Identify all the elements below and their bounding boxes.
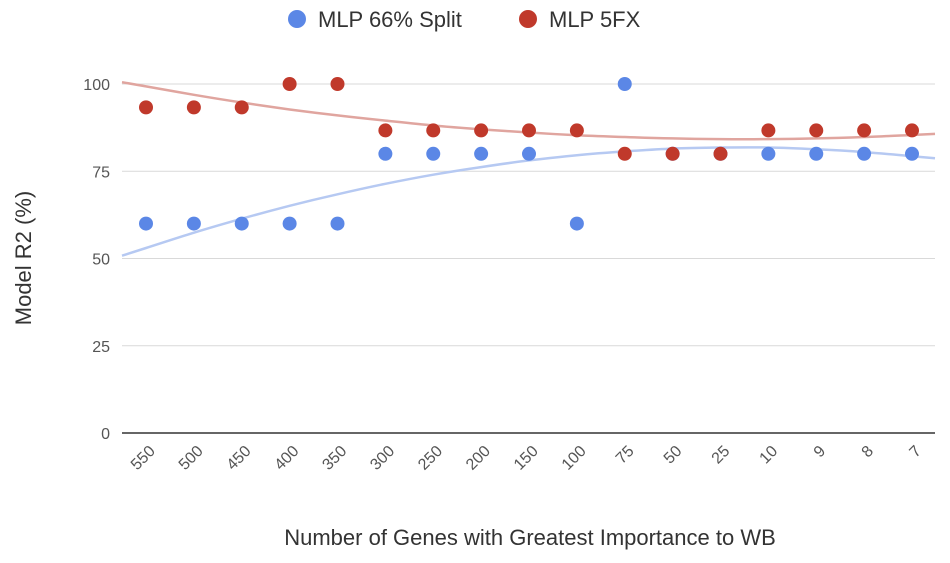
x-tick-label-7: 7 <box>907 443 925 461</box>
point-mlp-5fx-200 <box>474 123 489 138</box>
point-mlp-66-split-10 <box>761 146 776 161</box>
x-tick-label-450: 450 <box>224 443 255 474</box>
x-tick-label-500: 500 <box>176 443 207 474</box>
point-mlp-66-split-200 <box>474 146 489 161</box>
point-mlp-5fx-550 <box>139 100 153 115</box>
x-axis-ticks: 550 500 450 400 350 300 250 200 150 100 75 50 25 10 9 8… <box>128 443 925 474</box>
point-mlp-66-split-550 <box>139 216 153 231</box>
y-tick-label-75: 75 <box>92 164 110 181</box>
point-mlp-5fx-7 <box>905 123 919 138</box>
y-tick-label-25: 25 <box>92 339 110 356</box>
legend-label-mlp-5fx: MLP 5FX <box>549 7 641 32</box>
x-tick-label-50: 50 <box>661 443 686 468</box>
point-mlp-66-split-8 <box>857 146 872 161</box>
point-mlp-66-split-350 <box>330 216 345 231</box>
y-tick-label-100: 100 <box>83 77 110 94</box>
legend: MLP 66% Split MLP 5FX <box>288 7 641 32</box>
legend-label-mlp-66-split: MLP 66% Split <box>318 7 462 32</box>
x-tick-label-250: 250 <box>415 443 446 474</box>
point-mlp-66-split-7 <box>905 146 919 161</box>
x-tick-label-9: 9 <box>811 443 829 461</box>
x-tick-label-100: 100 <box>559 443 590 474</box>
point-mlp-5fx-8 <box>857 123 872 138</box>
x-tick-label-550: 550 <box>128 443 159 474</box>
trendline-mlp-66-split <box>121 146 936 257</box>
x-tick-label-200: 200 <box>463 443 494 474</box>
x-tick-label-25: 25 <box>709 443 734 468</box>
x-tick-label-400: 400 <box>272 443 303 474</box>
gridlines <box>122 83 935 347</box>
legend-marker-mlp-66-split <box>288 10 306 28</box>
y-tick-label-50: 50 <box>92 252 110 269</box>
point-mlp-5fx-350 <box>330 77 345 91</box>
y-axis-ticks: 0 25 50 75 100 <box>83 77 110 443</box>
y-axis-title: Model R2 (%) <box>11 191 36 325</box>
point-mlp-5fx-75 <box>617 146 632 161</box>
point-mlp-66-split-250 <box>426 146 441 161</box>
point-mlp-5fx-50 <box>665 146 680 161</box>
x-axis-title: Number of Genes with Greatest Importance… <box>284 525 776 550</box>
point-mlp-66-split-500 <box>186 216 201 231</box>
x-tick-label-10: 10 <box>757 443 782 468</box>
point-mlp-5fx-400 <box>282 77 297 91</box>
point-mlp-66-split-100 <box>569 216 584 231</box>
x-tick-label-150: 150 <box>511 443 542 474</box>
point-mlp-66-split-400 <box>282 216 297 231</box>
legend-marker-mlp-5fx <box>519 10 537 28</box>
data-points <box>139 77 919 231</box>
point-mlp-66-split-9 <box>809 146 824 161</box>
point-mlp-5fx-100 <box>569 123 584 138</box>
x-tick-label-8: 8 <box>859 443 877 461</box>
x-tick-label-300: 300 <box>367 443 398 474</box>
point-mlp-66-split-450 <box>234 216 249 231</box>
point-mlp-5fx-250 <box>426 123 441 138</box>
point-mlp-66-split-300 <box>378 146 393 161</box>
x-tick-label-350: 350 <box>319 443 350 474</box>
point-mlp-5fx-300 <box>378 123 393 138</box>
point-mlp-66-split-150 <box>522 146 536 161</box>
point-mlp-5fx-450 <box>234 100 249 115</box>
legend-item-mlp-66-split: MLP 66% Split <box>288 7 462 32</box>
x-tick-label-75: 75 <box>613 443 638 468</box>
point-mlp-5fx-25 <box>713 146 728 161</box>
point-mlp-5fx-9 <box>809 123 824 138</box>
point-mlp-5fx-500 <box>186 100 201 115</box>
y-tick-label-0: 0 <box>101 426 110 443</box>
point-mlp-5fx-10 <box>761 123 776 138</box>
legend-item-mlp-5fx: MLP 5FX <box>519 7 641 32</box>
point-mlp-66-split-75 <box>617 77 632 91</box>
point-mlp-5fx-150 <box>522 123 536 138</box>
